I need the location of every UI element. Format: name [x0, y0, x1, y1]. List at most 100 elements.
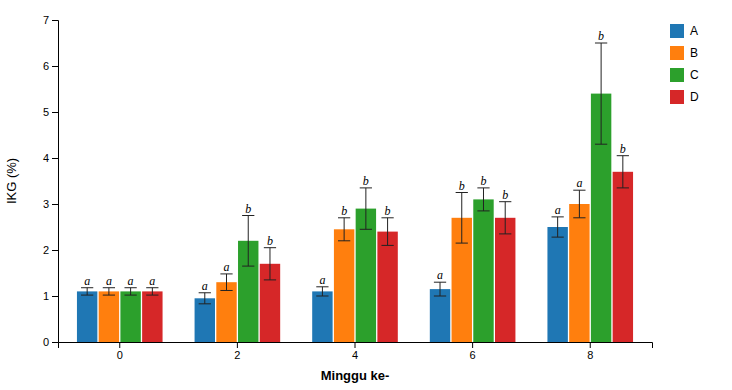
y-tick: 7 [43, 14, 58, 26]
bar [613, 172, 633, 342]
y-tick-mark [52, 66, 58, 67]
y-axis: 0 1 2 3 4 5 6 7 [43, 14, 59, 348]
bar [312, 291, 332, 342]
legend-item: B [670, 46, 698, 60]
x-tick-label: 4 [352, 349, 358, 361]
y-tick-label: 0 [43, 336, 49, 348]
error-cap [103, 295, 115, 296]
annotation: b [341, 204, 347, 218]
error-bar [601, 43, 602, 144]
annotation: a [224, 260, 230, 274]
y-tick-mark [52, 296, 58, 297]
error-cap [124, 295, 136, 296]
y-tick: 2 [43, 244, 58, 256]
x-tick-mark [472, 342, 473, 348]
y-tick: 4 [43, 152, 58, 164]
error-cap [220, 290, 232, 291]
x-tick: 8 [587, 342, 593, 361]
annotation: a [576, 176, 582, 190]
x-tick: 4 [352, 342, 358, 361]
annotations: aaaaaaabbaabbbbabbbb [84, 29, 626, 293]
error-bar [440, 282, 441, 296]
error-cap [499, 233, 511, 234]
annotation: a [128, 274, 134, 288]
error-cap [456, 243, 468, 244]
y-tick-label: 2 [43, 244, 49, 256]
bar [77, 291, 97, 342]
series [120, 43, 611, 342]
x-tick-mark [119, 342, 120, 348]
annotation: b [480, 174, 486, 188]
error-cap [338, 240, 350, 241]
annotation: a [202, 279, 208, 293]
legend-label: A [690, 24, 698, 38]
annotation: a [84, 274, 90, 288]
y-tick-label: 7 [43, 14, 49, 26]
error-bar [248, 216, 249, 267]
error-bar [622, 156, 623, 188]
bar [569, 204, 589, 342]
error-cap [199, 303, 211, 304]
error-bar [152, 288, 153, 295]
x-tick-label: 6 [470, 349, 476, 361]
annotation: a [555, 203, 561, 217]
axis-line [59, 343, 653, 349]
annotation: b [363, 174, 369, 188]
y-tick-label: 1 [43, 290, 49, 302]
error-bar [344, 218, 345, 241]
annotation: b [598, 29, 604, 43]
y-axis-title: IKG (%) [4, 158, 19, 204]
error-bar [269, 248, 270, 280]
bar [547, 227, 567, 342]
bar [216, 282, 236, 342]
annotation: b [245, 202, 251, 216]
bar [473, 199, 493, 342]
y-tick: 6 [43, 60, 58, 72]
annotation: a [106, 274, 112, 288]
error-bar [579, 190, 580, 218]
error-bar [204, 293, 205, 304]
error-bar [130, 288, 131, 295]
bar [142, 291, 162, 342]
error-bar [87, 288, 88, 295]
annotation: a [319, 273, 325, 287]
error-bar [557, 217, 558, 237]
y-tick-label: 5 [43, 106, 49, 118]
bar [377, 232, 397, 342]
bar [334, 229, 354, 342]
error-cap [242, 266, 254, 267]
y-tick-mark [52, 204, 58, 205]
legend-swatch [670, 90, 684, 104]
bar [495, 218, 515, 342]
error-cap [81, 295, 93, 296]
annotation: b [267, 234, 273, 248]
annotation: b [385, 204, 391, 218]
x-axis-title: Minggu ke- [321, 368, 390, 383]
plot: 0123456702468aaaaaaabbaabbbbabbbb [43, 14, 653, 361]
error-cap [595, 144, 607, 145]
x-tick: 6 [470, 342, 476, 361]
annotation: b [620, 142, 626, 156]
error-bar [505, 202, 506, 234]
error-cap [477, 210, 489, 211]
legend-swatch [670, 24, 684, 38]
x-tick: 0 [117, 342, 123, 361]
error-bar [226, 274, 227, 291]
legend-swatch [670, 46, 684, 60]
legend-item: C [670, 68, 699, 82]
annotation: b [502, 188, 508, 202]
series [142, 156, 633, 342]
error-cap [552, 237, 564, 238]
bar [99, 291, 119, 342]
y-tick-mark [52, 112, 58, 113]
legend-label: D [690, 90, 699, 104]
series [77, 217, 568, 342]
error-bar [387, 218, 388, 246]
legend-label: B [690, 46, 698, 60]
bar [120, 291, 140, 342]
y-tick-label: 6 [43, 60, 49, 72]
y-tick-mark [52, 342, 58, 343]
y-tick-label: 4 [43, 152, 49, 164]
y-tick-label: 3 [43, 198, 49, 210]
x-tick: 2 [234, 342, 240, 361]
